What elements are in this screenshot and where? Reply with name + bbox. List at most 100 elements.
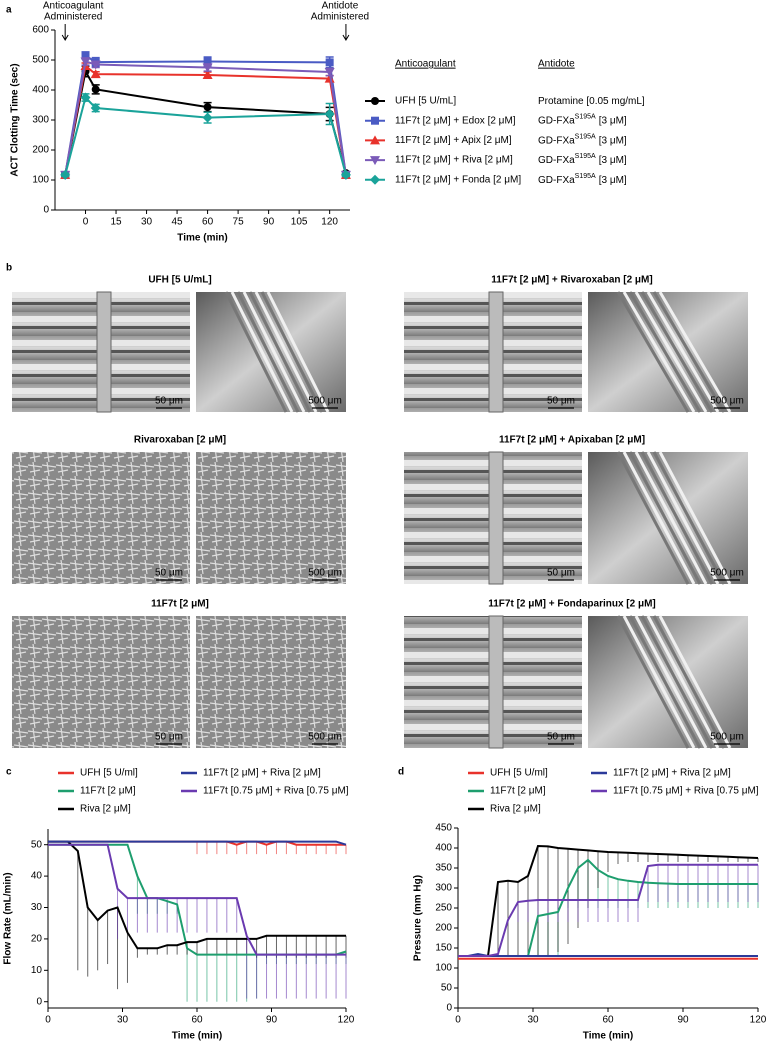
legend-antidote-part: S195A: [575, 173, 596, 180]
legend-marker: [370, 174, 380, 185]
legend-label: UFH [5 U/ml]: [490, 768, 548, 779]
fiber: [640, 451, 714, 585]
fiber: [224, 291, 288, 413]
legend-marker: [370, 135, 380, 145]
legend-label: 11F7t [0.75 μM] + Riva [0.75 μM]: [613, 786, 759, 797]
panel-label: a: [6, 5, 12, 16]
x-tick-label: 30: [141, 217, 153, 228]
annotation: Administered: [44, 12, 102, 23]
fiber: [652, 291, 726, 413]
y-tick-label: 500: [32, 55, 49, 66]
fiber: [622, 291, 696, 413]
legend-label: 11F7t [2 μM] + Riva [2 μM]: [395, 155, 513, 166]
x-axis-title: Time (min): [172, 1031, 222, 1042]
x-tick-label: 0: [455, 1015, 461, 1026]
y-tick-label: 600: [32, 25, 49, 36]
y-tick-label: 200: [32, 145, 49, 156]
y-tick-label: 450: [435, 823, 452, 834]
series-line: [458, 844, 759, 957]
series-line: [64, 60, 347, 176]
legend-antidote-part: S195A: [575, 153, 596, 160]
y-tick-label: 10: [31, 965, 43, 976]
panel-label: c: [6, 767, 12, 778]
fiber: [622, 615, 696, 749]
legend-antidote: GD-FXaS195A [3 μM]: [538, 114, 627, 127]
micrograph-image: [12, 452, 190, 584]
x-tick-label: 120: [338, 1015, 355, 1026]
legend-antidote: GD-FXaS195A [3 μM]: [538, 133, 627, 146]
fiber: [634, 451, 708, 585]
scale-bar-label: 50 μm: [547, 568, 575, 579]
annotation: Anticoagulant: [43, 1, 104, 12]
legend-antidote-part: GD-FXa: [538, 115, 575, 126]
legend-antidote-part: [3 μM]: [599, 155, 627, 166]
x-tick-label: 30: [527, 1015, 539, 1026]
scale-bar-label: 500 μm: [710, 396, 744, 407]
fiber: [616, 291, 690, 413]
legend-antidote-part: Protamine [0.05 mg/mL]: [538, 96, 645, 107]
fiber: [230, 291, 294, 413]
y-axis-title: ACT Clotting Time (sec): [10, 63, 21, 176]
y-tick-label: 100: [435, 963, 452, 974]
series-line: [48, 843, 346, 956]
y-tick-label: 300: [32, 115, 49, 126]
marker: [324, 109, 335, 119]
marker: [90, 69, 101, 79]
fiber: [628, 615, 702, 749]
braid: [488, 615, 504, 749]
micrograph-title: 11F7t [2 μM] + Rivaroxaban [2 μM]: [491, 275, 652, 286]
y-tick-label: 350: [435, 863, 452, 874]
fiber: [254, 291, 318, 413]
fiber: [652, 451, 726, 585]
x-tick-label: 60: [191, 1015, 203, 1026]
fiber: [646, 451, 720, 585]
micrograph-image: [588, 292, 748, 412]
legend-label: 11F7t [2 μM] + Riva [2 μM]: [613, 768, 731, 779]
panel-label: d: [398, 767, 404, 778]
y-tick-label: 250: [435, 903, 452, 914]
x-tick-label: 30: [117, 1015, 129, 1026]
fiber: [260, 291, 324, 413]
scale-bar-label: 50 μm: [547, 396, 575, 407]
marker: [81, 51, 90, 60]
fiber: [266, 291, 330, 413]
legend-label: Riva [2 μM]: [80, 804, 131, 815]
y-tick-label: 20: [31, 934, 43, 945]
marker: [340, 169, 351, 180]
panels: a b c d UFH [5 U/mL] 50 μm 500 μm Rivaroxaban […: [3, 1, 767, 1042]
y-tick-label: 40: [31, 871, 43, 882]
series-line: [48, 840, 346, 950]
fiber: [658, 615, 732, 749]
braid: [488, 291, 504, 413]
x-tick-label: 15: [110, 217, 122, 228]
fiber: [616, 615, 690, 749]
micrograph-image: [196, 616, 346, 748]
micrograph-title: UFH [5 U/mL]: [148, 275, 211, 286]
fiber: [236, 291, 300, 413]
y-tick-label: 400: [435, 843, 452, 854]
legend-label: 11F7t [2 μM] + Riva [2 μM]: [203, 768, 321, 779]
x-tick-label: 90: [677, 1015, 689, 1026]
panel-label: b: [6, 263, 12, 274]
legend-label: UFH [5 U/mL]: [395, 96, 456, 107]
x-tick-label: 0: [45, 1015, 51, 1026]
marker: [202, 63, 213, 73]
x-tick-label: 105: [291, 217, 308, 228]
x-tick-label: 90: [266, 1015, 278, 1026]
fiber: [242, 291, 306, 413]
legend-antidote-part: GD-FXa: [538, 174, 575, 185]
scale-bar-label: 500 μm: [710, 568, 744, 579]
legend-label: UFH [5 U/ml]: [80, 768, 138, 779]
marker: [90, 103, 101, 113]
x-tick-label: 75: [233, 217, 245, 228]
micrograph-title: 11F7t [2 μM] + Apixaban [2 μM]: [499, 435, 645, 446]
y-tick-label: 100: [32, 175, 49, 186]
fiber: [646, 615, 720, 749]
legend-label: 11F7t [0.75 μM] + Riva [0.75 μM]: [203, 786, 349, 797]
micrograph-title: 11F7t [2 μM]: [151, 599, 209, 610]
legend-header: Anticoagulant: [395, 59, 456, 70]
x-tick-label: 120: [750, 1015, 767, 1026]
fiber: [658, 291, 732, 413]
scale-bar-label: 50 μm: [547, 732, 575, 743]
marker: [80, 57, 91, 67]
